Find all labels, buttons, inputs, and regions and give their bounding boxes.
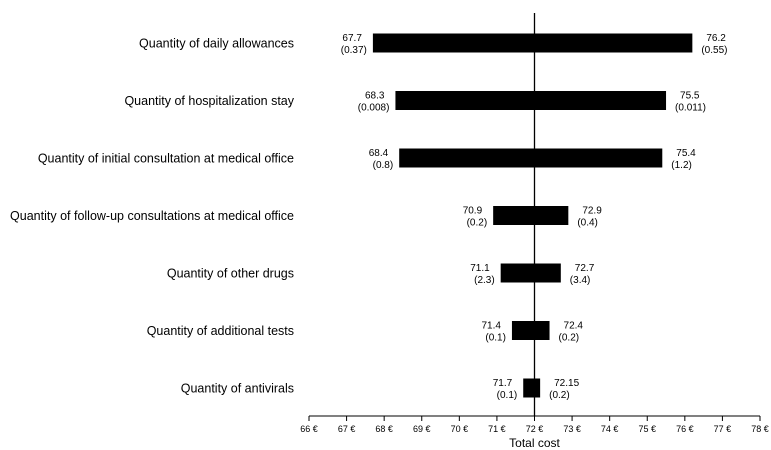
high-param-label: (0.2) bbox=[559, 333, 580, 344]
high-value-label: 75.5 bbox=[680, 91, 700, 102]
low-value-label: 71.7 bbox=[493, 378, 513, 389]
high-param-label: (0.2) bbox=[549, 390, 570, 401]
x-tick-label: 76 € bbox=[676, 424, 694, 434]
low-value-label: 70.9 bbox=[463, 206, 483, 217]
category-label: Quantity of additional tests bbox=[147, 324, 294, 338]
category-label: Quantity of initial consultation at medi… bbox=[38, 152, 294, 166]
high-value-label: 75.4 bbox=[676, 148, 696, 159]
high-value-label: 76.2 bbox=[706, 33, 726, 44]
x-tick-label: 77 € bbox=[714, 424, 732, 434]
x-tick-label: 71 € bbox=[488, 424, 506, 434]
category-label: Quantity of hospitalization stay bbox=[124, 94, 294, 108]
x-tick-label: 67 € bbox=[338, 424, 356, 434]
low-param-label: (0.1) bbox=[485, 333, 506, 344]
tornado-bar bbox=[511, 321, 550, 340]
high-param-label: (1.2) bbox=[671, 160, 692, 171]
category-label: Quantity of other drugs bbox=[167, 267, 294, 281]
high-value-label: 72.15 bbox=[554, 378, 579, 389]
high-param-label: (0.011) bbox=[675, 103, 706, 114]
low-value-label: 67.7 bbox=[342, 33, 362, 44]
tornado-bar bbox=[493, 206, 569, 225]
x-tick-label: 73 € bbox=[563, 424, 581, 434]
x-axis-title: Total cost bbox=[509, 436, 560, 450]
x-tick-label: 69 € bbox=[413, 424, 431, 434]
low-value-label: 71.1 bbox=[470, 263, 490, 274]
tornado-bar bbox=[500, 263, 561, 283]
x-tick-label: 70 € bbox=[451, 424, 469, 434]
x-tick-label: 75 € bbox=[638, 424, 656, 434]
low-param-label: (0.1) bbox=[497, 390, 518, 401]
low-param-label: (0.37) bbox=[341, 45, 367, 56]
tornado-bar bbox=[523, 378, 541, 398]
high-value-label: 72.4 bbox=[564, 321, 584, 332]
low-value-label: 71.4 bbox=[481, 321, 501, 332]
low-param-label: (0.008) bbox=[358, 103, 390, 114]
low-param-label: (0.2) bbox=[467, 218, 488, 229]
low-param-label: (2.3) bbox=[474, 275, 495, 286]
tornado-bar bbox=[399, 148, 663, 168]
x-axis: 66 € 67 € 68 € 69 € 70 € 71 € 72 € 73 € 74 € 75 €… bbox=[300, 415, 769, 434]
x-tick-label: 78 € bbox=[751, 424, 769, 434]
x-tick-label: 74 € bbox=[601, 424, 619, 434]
low-param-label: (0.8) bbox=[373, 160, 394, 171]
high-value-label: 72.7 bbox=[575, 263, 595, 274]
high-param-label: (0.55) bbox=[701, 45, 727, 56]
x-tick-label: 68 € bbox=[375, 424, 393, 434]
high-param-label: (3.4) bbox=[570, 275, 591, 286]
tornado-bar bbox=[395, 91, 667, 110]
category-label: Quantity of daily allowances bbox=[139, 37, 294, 51]
x-tick-label: 66 € bbox=[300, 424, 318, 434]
bars-layer bbox=[372, 13, 693, 416]
tornado-bar bbox=[372, 33, 693, 53]
labels-layer: Quantity of daily allowances 67.7(0.37) 76… bbox=[10, 33, 727, 401]
low-value-label: 68.3 bbox=[365, 91, 385, 102]
high-value-label: 72.9 bbox=[582, 206, 602, 217]
category-label: Quantity of follow-up consultations at m… bbox=[10, 209, 294, 223]
low-value-label: 68.4 bbox=[369, 148, 389, 159]
high-param-label: (0.4) bbox=[577, 218, 598, 229]
x-tick-label: 72 € bbox=[526, 424, 544, 434]
category-label: Quantity of antivirals bbox=[181, 382, 294, 396]
